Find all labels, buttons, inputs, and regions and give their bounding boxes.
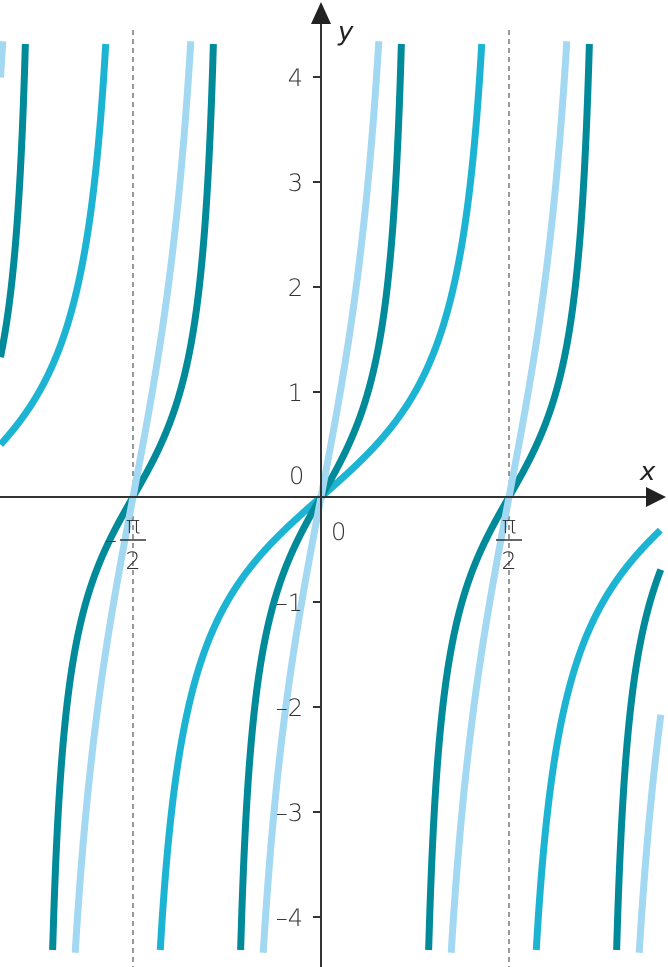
series-3-branch (635, 714, 665, 953)
x-tick-numerator: π (502, 511, 516, 539)
y-tick-label: 4 (288, 64, 303, 92)
y-tick-label: –3 (276, 799, 303, 827)
x-tick-denominator: 2 (501, 547, 516, 575)
series-1-branch (532, 527, 663, 951)
y-tick-label: –2 (276, 694, 303, 722)
x-tick-label: π2 (496, 511, 523, 575)
y-tick-label: 2 (288, 274, 303, 302)
x-tick-denominator: 2 (125, 547, 140, 575)
y-axis-arrow (311, 2, 331, 24)
y-tick-label: –4 (276, 904, 303, 932)
y-tick-label: 1 (288, 379, 303, 407)
x-tick-minus: – (105, 526, 117, 554)
origin-label-x: 0 (331, 518, 346, 546)
x-tick-label: π 2– (105, 511, 146, 575)
x-tick-numerator: π (126, 511, 140, 539)
y-tick-label: –1 (276, 589, 303, 617)
y-tick-label: 3 (288, 169, 303, 197)
series-3-branch (0, 41, 7, 78)
series-2-branch (613, 568, 665, 951)
x-axis-arrow (646, 487, 666, 507)
series-2-branch (0, 43, 29, 358)
series-1-branch (0, 43, 110, 447)
y-axis-label: y (337, 17, 354, 47)
origin-label-y: 0 (289, 462, 304, 490)
x-axis-label: x (639, 457, 656, 487)
